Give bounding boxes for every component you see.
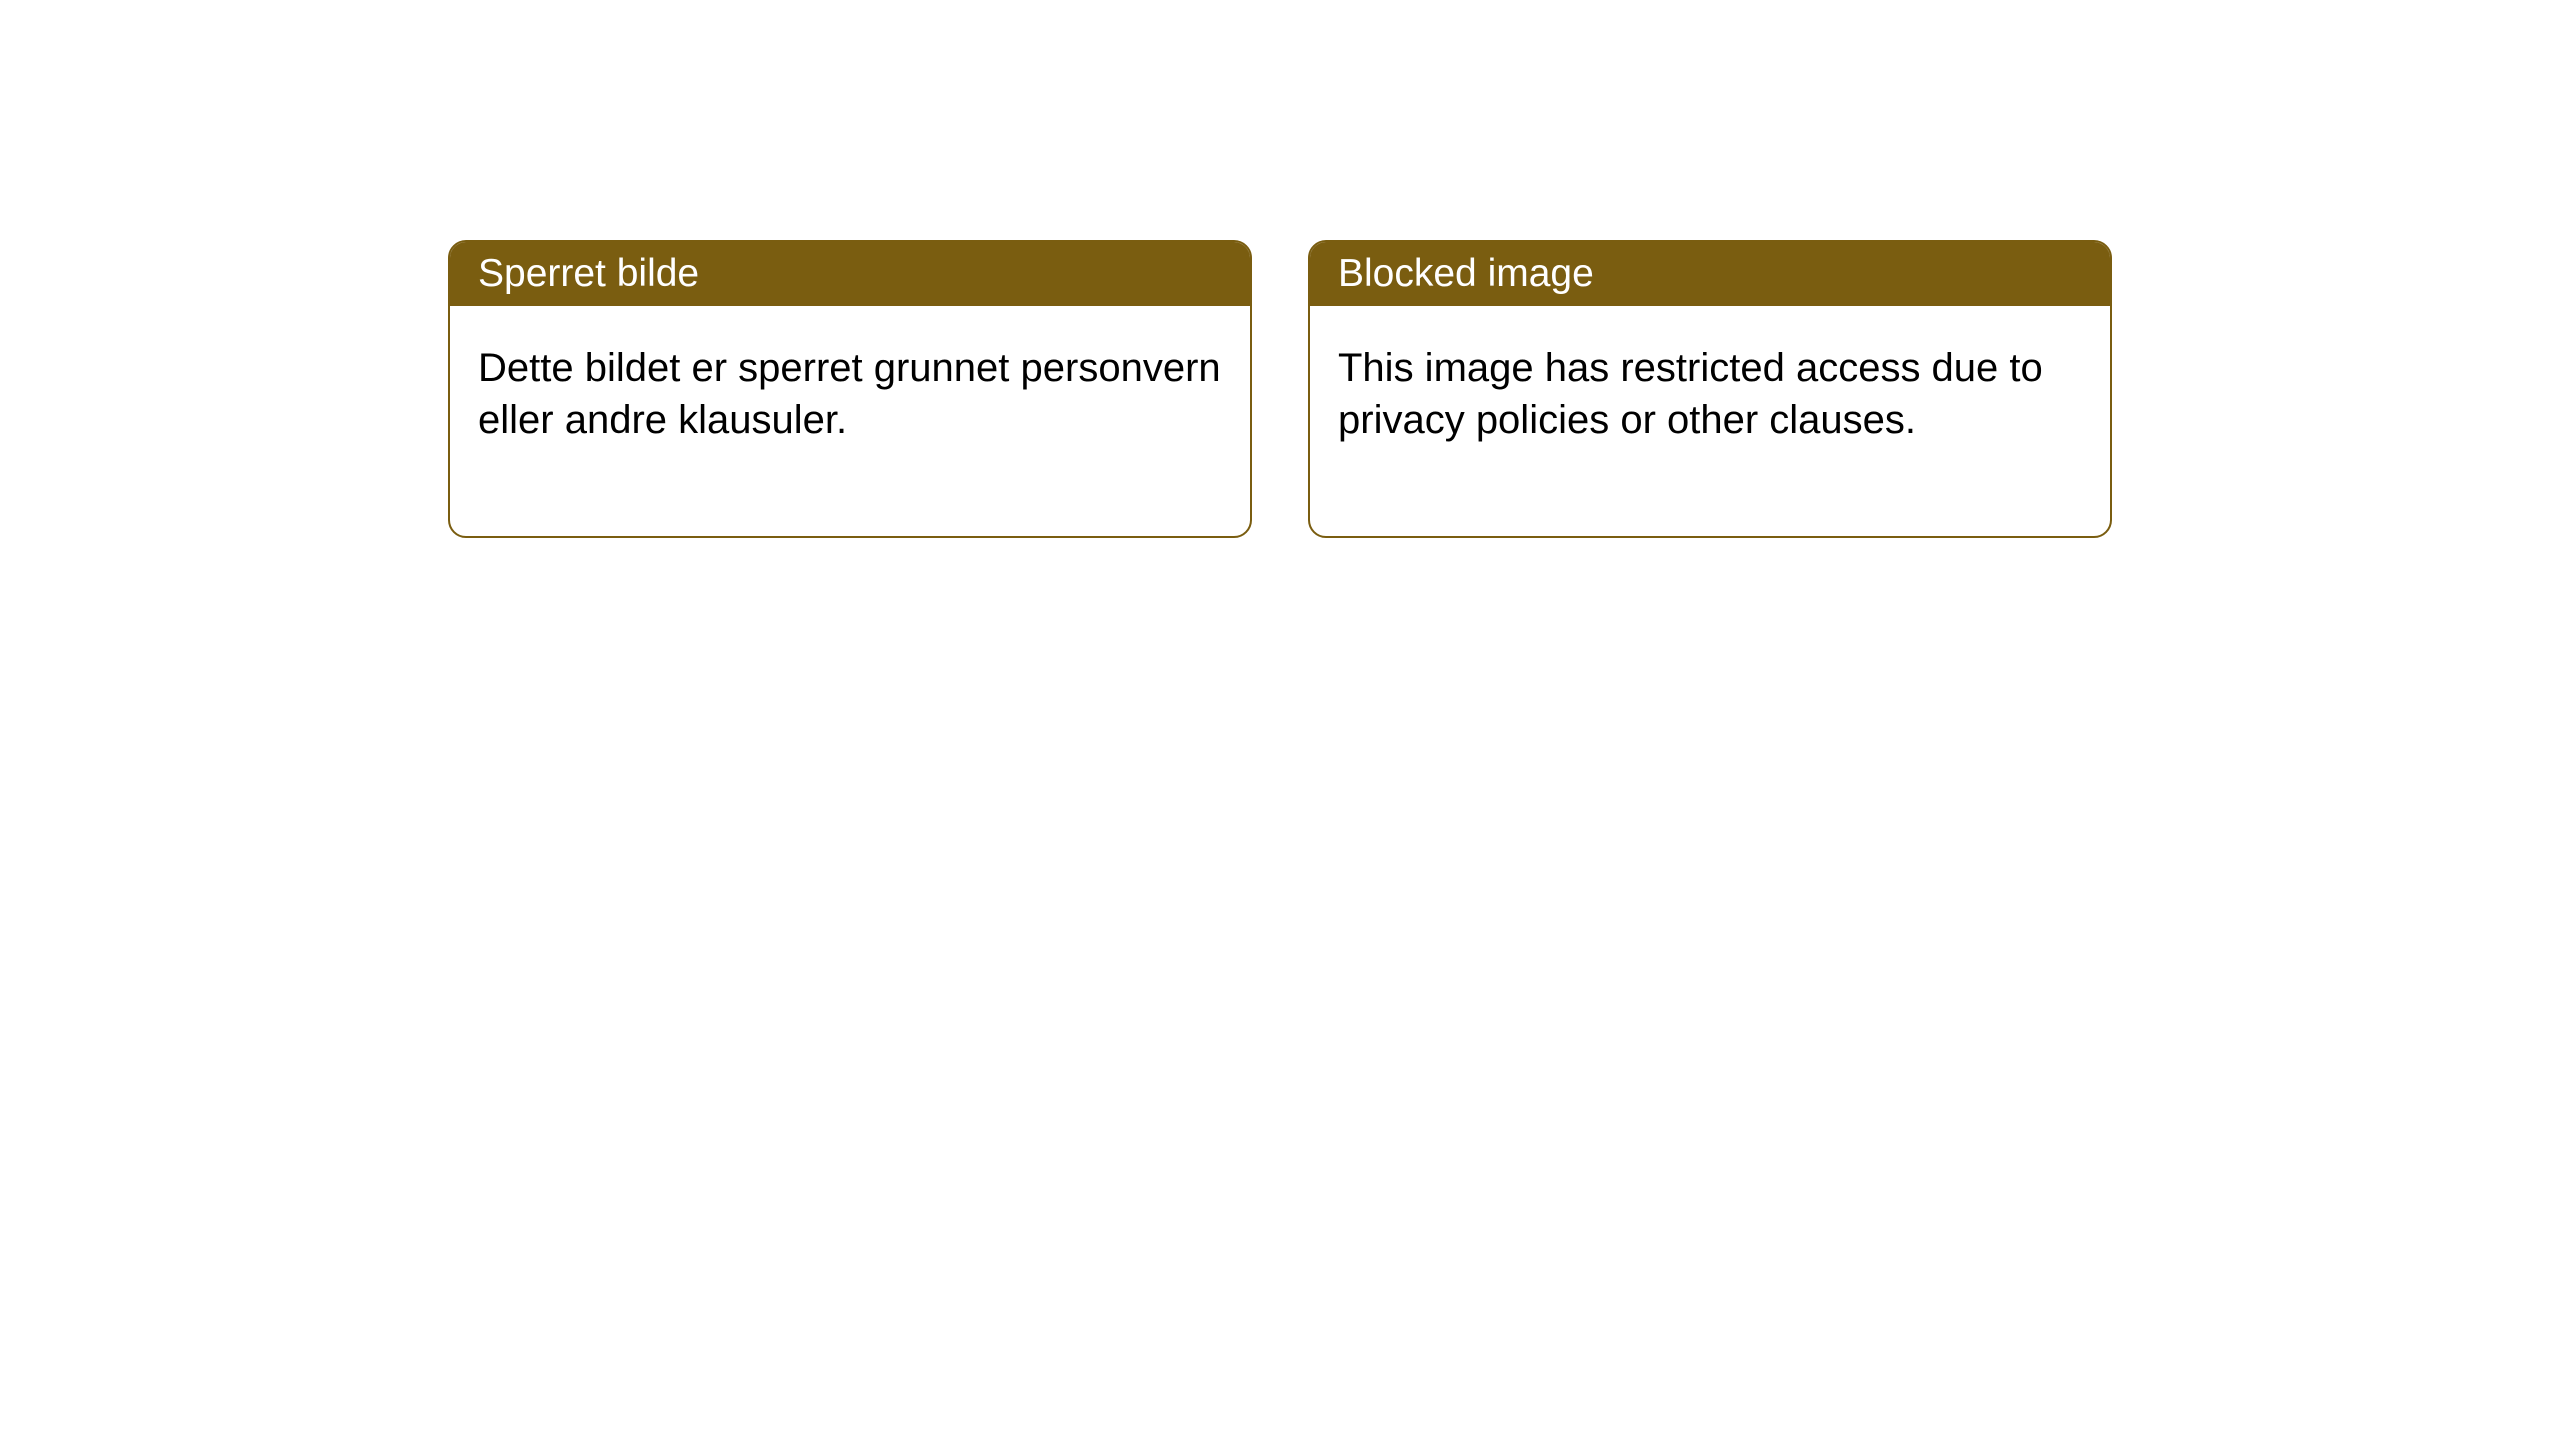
notice-header: Sperret bilde <box>450 242 1250 306</box>
notice-body-text: Dette bildet er sperret grunnet personve… <box>478 346 1221 442</box>
notice-body: This image has restricted access due to … <box>1310 306 2110 536</box>
notice-container: Sperret bilde Dette bildet er sperret gr… <box>448 240 2112 538</box>
notice-body-text: This image has restricted access due to … <box>1338 346 2043 442</box>
notice-body: Dette bildet er sperret grunnet personve… <box>450 306 1250 536</box>
notice-header: Blocked image <box>1310 242 2110 306</box>
notice-title: Sperret bilde <box>478 252 699 295</box>
notice-title: Blocked image <box>1338 252 1594 295</box>
notice-card-norwegian: Sperret bilde Dette bildet er sperret gr… <box>448 240 1252 538</box>
notice-card-english: Blocked image This image has restricted … <box>1308 240 2112 538</box>
